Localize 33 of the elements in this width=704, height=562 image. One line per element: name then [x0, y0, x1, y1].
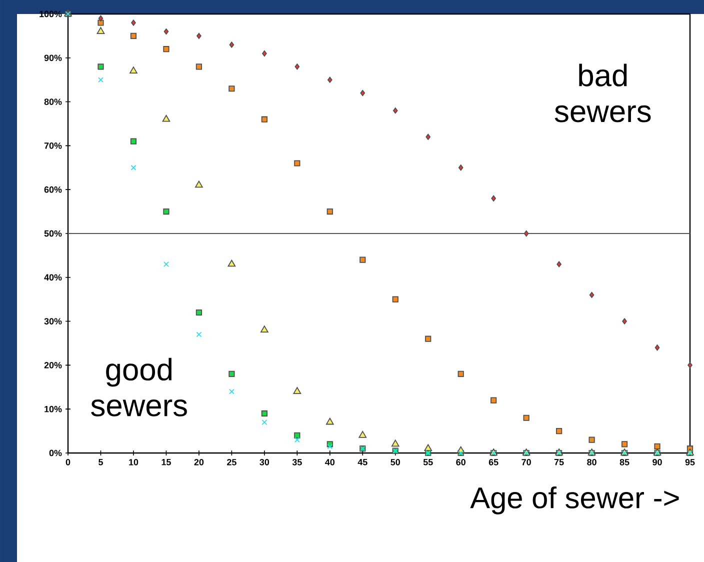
x-tick-label: 0 — [66, 459, 70, 466]
x-tick-label: 40 — [325, 459, 335, 466]
x-tick-label: 65 — [488, 459, 498, 466]
x-tick-label: 35 — [292, 459, 302, 466]
x-tick-label: 95 — [685, 459, 695, 466]
x-tick-label: 10 — [129, 459, 138, 466]
annotation: good sewers — [91, 358, 187, 416]
x-tick-label: 60 — [456, 459, 466, 466]
x-tick-label: 25 — [227, 459, 236, 466]
x-axis-title: Age of sewer -> — [470, 486, 679, 514]
x-tick-label: 80 — [587, 459, 596, 466]
y-tick-label: 0% — [49, 450, 62, 456]
y-tick-label: 80% — [44, 98, 62, 105]
x-tick-label: 30 — [260, 459, 270, 466]
x-tick-label: 15 — [162, 459, 171, 466]
x-tick-label: 85 — [620, 459, 630, 466]
y-tick-label: 30% — [44, 318, 62, 324]
y-tick-label: 50% — [44, 230, 62, 237]
x-tick-label: 90 — [652, 459, 662, 466]
x-tick-label: 50 — [390, 459, 400, 466]
y-tick-label: 10% — [44, 406, 62, 412]
x-tick-label: 75 — [554, 459, 564, 466]
x-tick-label: 20 — [194, 459, 204, 466]
x-tick-label: 5 — [98, 459, 103, 466]
x-tick-label: 70 — [522, 459, 531, 466]
x-tick-label: 55 — [423, 459, 433, 466]
y-tick-label: 40% — [44, 274, 62, 281]
y-tick-label: 90% — [44, 54, 62, 62]
y-tick-label: 20% — [44, 362, 62, 368]
y-tick-label: 60% — [44, 186, 62, 193]
annotation: bad sewers — [554, 64, 651, 122]
x-tick-label: 45 — [358, 459, 368, 466]
y-tick-label: 70% — [44, 142, 62, 149]
